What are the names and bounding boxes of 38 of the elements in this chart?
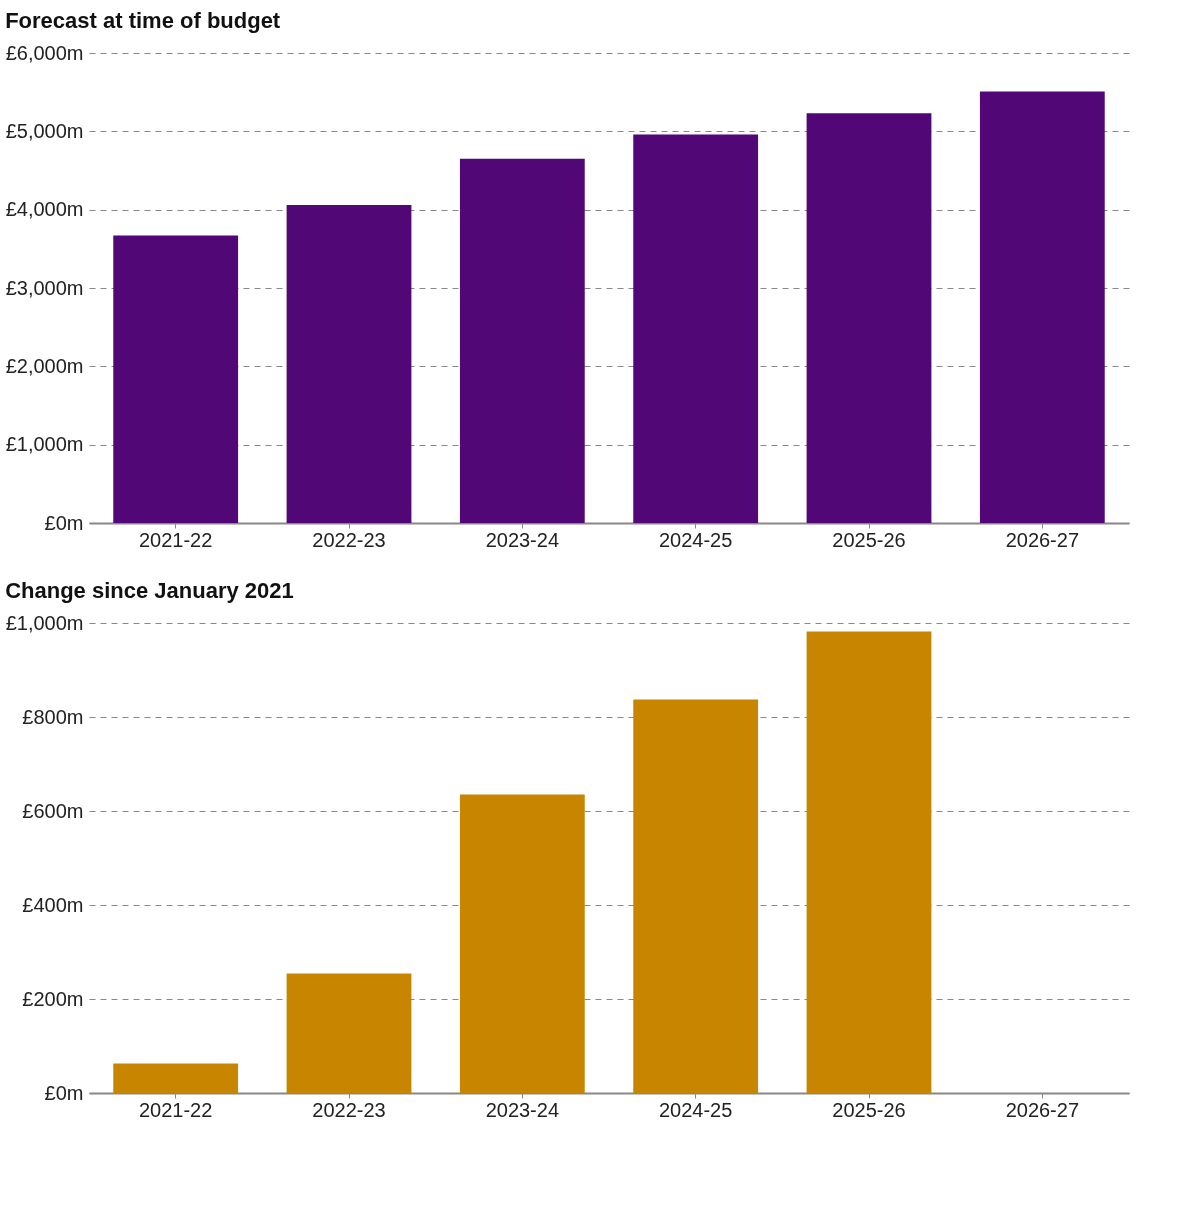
y-tick-label: £600m [22, 799, 84, 822]
y-tick-label: £5,000m [5, 119, 84, 142]
chart-title: Forecast at time of budget [5, 8, 281, 33]
bar [113, 1063, 239, 1093]
y-tick-label: £400m [22, 893, 84, 916]
y-tick-label: £800m [22, 705, 84, 728]
bar [979, 91, 1105, 523]
x-tick-label: 2023-24 [485, 1098, 560, 1121]
y-tick-label: £2,000m [5, 354, 84, 377]
y-tick-label: £6,000m [5, 41, 84, 64]
x-tick-label: 2026-27 [1005, 528, 1080, 551]
x-tick-label: 2025-26 [832, 1098, 906, 1121]
x-tick-label: 2024-25 [658, 1098, 733, 1121]
bar [459, 158, 585, 523]
y-tick-label: £1,000m [5, 611, 84, 634]
bar [806, 631, 932, 1093]
y-tick-label: £4,000m [5, 198, 84, 221]
bar [633, 699, 759, 1093]
y-tick-label: £0m [44, 511, 84, 534]
x-tick-label: 2025-26 [832, 528, 906, 551]
x-tick-label: 2026-27 [1005, 1098, 1080, 1121]
bar [459, 794, 585, 1093]
y-tick-label: £0m [44, 1081, 84, 1104]
x-tick-label: 2021-22 [138, 1098, 213, 1121]
x-tick-label: 2023-24 [485, 528, 560, 551]
x-tick-label: 2024-25 [658, 528, 733, 551]
chart-title: Change since January 2021 [5, 578, 294, 603]
bar [806, 113, 932, 523]
y-tick-label: £1,000m [5, 433, 84, 456]
bar [286, 973, 412, 1093]
y-tick-label: £3,000m [5, 276, 84, 299]
x-tick-label: 2022-23 [312, 528, 386, 551]
x-tick-label: 2022-23 [312, 1098, 386, 1121]
bar [286, 204, 412, 523]
x-tick-label: 2021-22 [138, 528, 213, 551]
bar [633, 134, 759, 523]
bar [113, 235, 239, 523]
y-tick-label: £200m [22, 987, 84, 1010]
